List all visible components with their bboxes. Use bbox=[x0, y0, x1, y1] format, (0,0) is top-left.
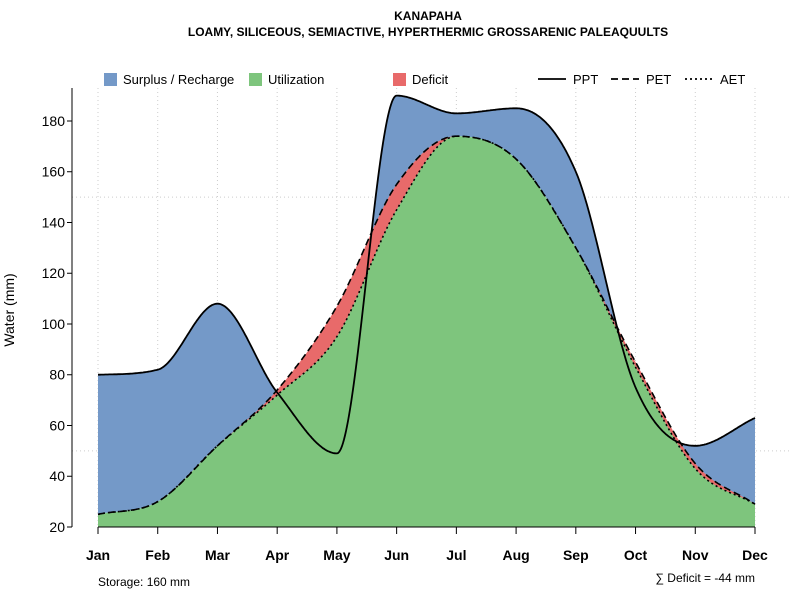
y-tick-label-60: 60 bbox=[49, 417, 65, 433]
x-tick-label-dec: Dec bbox=[742, 547, 768, 563]
y-axis-label: Water (mm) bbox=[1, 273, 17, 346]
x-tick-label-jan: Jan bbox=[86, 547, 110, 563]
x-tick-label-jun: Jun bbox=[384, 547, 409, 563]
series-line-aet bbox=[97, 135, 756, 516]
legend-label-utilization: Utilization bbox=[268, 72, 324, 87]
series-line-ppt bbox=[98, 94, 756, 455]
storage-note: Storage: 160 mm bbox=[98, 575, 190, 589]
x-tick-label-oct: Oct bbox=[624, 547, 648, 563]
y-tick-label-160: 160 bbox=[42, 164, 66, 180]
y-tick-label-140: 140 bbox=[42, 214, 66, 230]
legend-swatch-deficit bbox=[393, 73, 406, 86]
x-tick-label-may: May bbox=[323, 547, 350, 563]
area-fills bbox=[98, 95, 755, 527]
surplus-area bbox=[98, 95, 755, 515]
y-tick-label-40: 40 bbox=[49, 468, 65, 484]
chart-title: KANAPAHA bbox=[394, 9, 462, 23]
axes: 20 40 60 80 100 120 140 160 180 Jan Feb Mar Apr May Ju… bbox=[42, 88, 768, 563]
y-tick-label-100: 100 bbox=[42, 316, 66, 332]
x-tick-label-mar: Mar bbox=[205, 547, 230, 563]
legend-label-ppt: PPT bbox=[573, 72, 598, 87]
x-tick-label-sep: Sep bbox=[563, 547, 589, 563]
series-line-pet bbox=[97, 135, 756, 516]
x-tick-label-nov: Nov bbox=[682, 547, 709, 563]
x-tick-label-apr: Apr bbox=[265, 547, 290, 563]
legend-label-surplus-recharge: Surplus / Recharge bbox=[123, 72, 234, 87]
x-tick-label-feb: Feb bbox=[145, 547, 170, 563]
legend-label-pet: PET bbox=[646, 72, 671, 87]
legend-swatch-surplus-recharge bbox=[104, 73, 117, 86]
legend-label-deficit: Deficit bbox=[412, 72, 449, 87]
y-tick-label-180: 180 bbox=[42, 113, 66, 129]
x-tick-label-jul: Jul bbox=[446, 547, 466, 563]
y-tick-label-120: 120 bbox=[42, 265, 66, 281]
x-tick-label-aug: Aug bbox=[502, 547, 529, 563]
deficit-note: ∑ Deficit = -44 mm bbox=[655, 571, 755, 585]
y-tick-label-80: 80 bbox=[49, 367, 65, 383]
y-tick-label-20: 20 bbox=[49, 519, 65, 535]
legend: Surplus / Recharge Utilization Deficit PPT P… bbox=[104, 72, 745, 87]
legend-swatch-utilization bbox=[249, 73, 262, 86]
chart-subtitle: LOAMY, SILICEOUS, SEMIACTIVE, HYPERTHERM… bbox=[188, 25, 668, 39]
utilization-area bbox=[98, 136, 755, 527]
series-lines bbox=[97, 94, 756, 516]
legend-label-aet: AET bbox=[720, 72, 745, 87]
